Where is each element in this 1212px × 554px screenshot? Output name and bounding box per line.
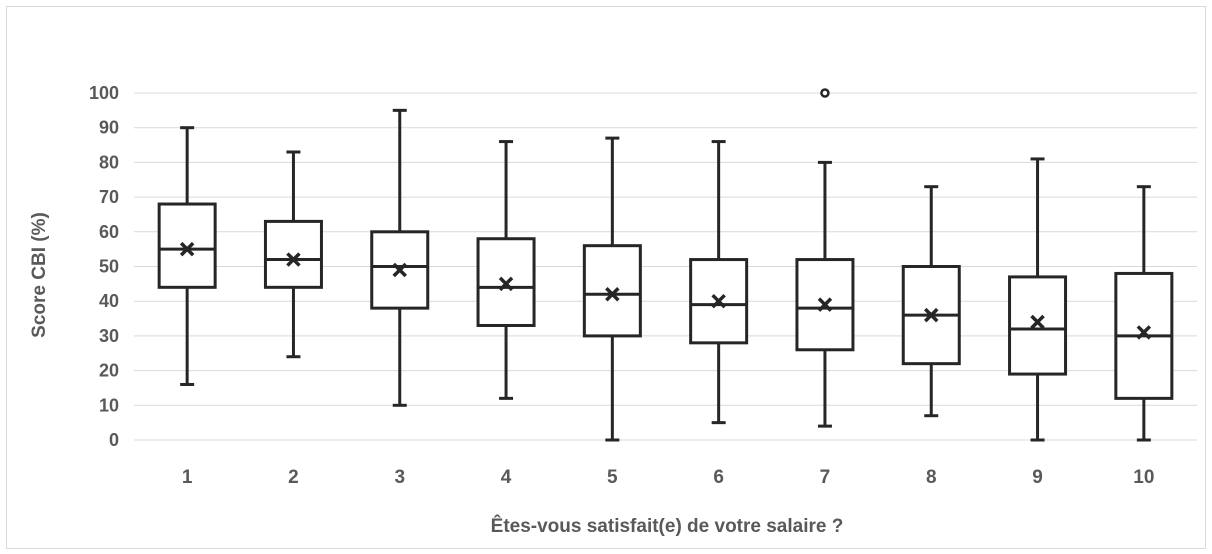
box-group-6 <box>691 142 747 423</box>
outlier-point <box>821 90 828 97</box>
x-tick-label: 8 <box>926 467 937 488</box>
x-tick-label: 9 <box>1032 467 1043 488</box>
box-group-8 <box>903 187 959 416</box>
x-tick-label: 7 <box>820 467 831 488</box>
y-tick-label: 70 <box>99 187 119 207</box>
x-axis-ticks: 1 2 3 4 5 6 7 8 9 10 <box>182 467 1155 488</box>
x-tick-label: 5 <box>607 467 618 488</box>
box-iqr <box>1010 277 1066 374</box>
y-tick-label: 0 <box>109 430 119 450</box>
x-tick-label: 10 <box>1133 467 1154 488</box>
y-tick-label: 40 <box>99 291 119 311</box>
y-tick-label: 100 <box>89 83 119 103</box>
box-group-5 <box>584 138 640 440</box>
box-group-9 <box>1010 159 1066 440</box>
y-tick-label: 80 <box>99 152 119 172</box>
y-tick-label: 20 <box>99 361 119 381</box>
x-tick-label: 2 <box>288 467 299 488</box>
box-iqr <box>265 221 321 287</box>
y-tick-label: 50 <box>99 257 119 277</box>
y-tick-label: 60 <box>99 222 119 242</box>
x-tick-label: 4 <box>501 467 512 488</box>
box-iqr <box>159 204 215 287</box>
chart-frame: 0 10 20 30 40 50 60 70 80 90 100 1 2 3 4 5 6 7 8 9 10 Score… <box>6 6 1206 549</box>
x-tick-label: 6 <box>713 467 724 488</box>
boxes <box>159 90 1172 441</box>
y-tick-label: 90 <box>99 118 119 138</box>
y-tick-label: 10 <box>99 395 119 415</box>
x-axis-label: Êtes-vous satisfait(e) de votre salaire … <box>491 515 844 537</box>
box-plot-chart: 0 10 20 30 40 50 60 70 80 90 100 1 2 3 4 5 6 7 8 9 10 Score… <box>7 7 1205 548</box>
y-tick-label: 30 <box>99 326 119 346</box>
box-group-3 <box>372 110 428 405</box>
y-axis-label: Score CBI (%) <box>29 212 50 338</box>
box-group-7 <box>797 90 853 427</box>
x-tick-label: 3 <box>394 467 405 488</box>
x-tick-label: 1 <box>182 467 193 488</box>
box-iqr <box>584 246 640 336</box>
box-group-10 <box>1116 187 1172 440</box>
y-axis-ticks: 0 10 20 30 40 50 60 70 80 90 100 <box>89 83 119 450</box>
box-group-1 <box>159 128 215 385</box>
box-group-2 <box>265 152 321 357</box>
box-group-4 <box>478 142 534 399</box>
